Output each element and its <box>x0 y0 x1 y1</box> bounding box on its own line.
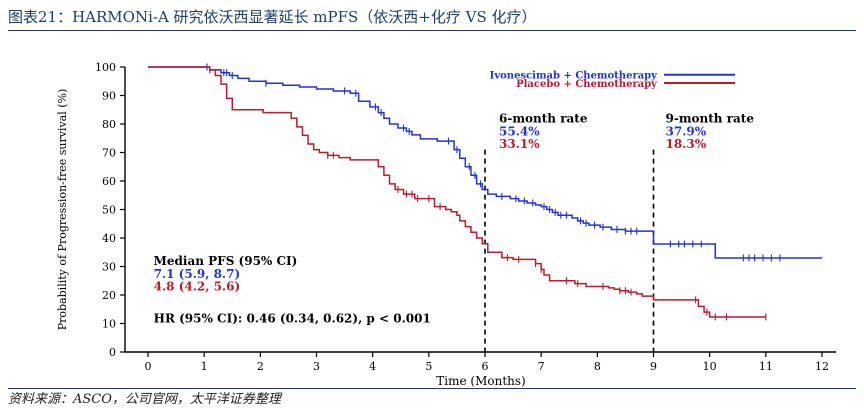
median-pfs-heading: Median PFS (95% CI) <box>154 254 298 268</box>
x-tick-label: 4 <box>369 360 376 373</box>
nine-month-heading: 9-month rate <box>666 112 755 126</box>
chart-caption-title: 图表21：HARMONi-A 研究依沃西显著延长 mPFS（依沃西+化疗 VS … <box>8 4 856 31</box>
x-tick-label: 7 <box>538 360 545 373</box>
y-tick-label: 30 <box>102 261 116 274</box>
source-note: 资料来源：ASCO，公司官网，太平洋证券整理 <box>8 388 856 413</box>
nine-month-placebo-rate: 18.3% <box>666 137 707 151</box>
six-month-heading: 6-month rate <box>499 112 588 126</box>
y-tick-label: 0 <box>109 346 116 359</box>
legend-label-ivo: Ivonescimab + Chemotherapy <box>490 71 659 82</box>
x-tick-label: 5 <box>425 360 432 373</box>
km-curve-ivo <box>148 66 822 259</box>
km-curve-placebo <box>148 66 766 318</box>
y-tick-label: 50 <box>102 204 116 217</box>
nine-month-ivo-rate: 37.9% <box>666 124 707 138</box>
y-tick-label: 40 <box>102 232 116 245</box>
x-tick-label: 11 <box>759 360 773 373</box>
x-tick-label: 6 <box>482 360 489 373</box>
x-tick-label: 1 <box>201 360 208 373</box>
legend-label-placebo: Placebo + Chemotherapy <box>516 79 658 90</box>
y-axis-label: Probability of Progression-free survival… <box>56 89 69 331</box>
y-tick-label: 70 <box>102 147 116 160</box>
hazard-ratio-text: HR (95% CI): 0.46 (0.34, 0.62), p < 0.00… <box>154 312 431 326</box>
x-tick-label: 12 <box>815 360 829 373</box>
km-chart-figure: 0 10 20 30 40 50 60 70 80 90 100 0 1 2 3 4 5 6 7 8 9 10 11 12 Ti… <box>0 32 864 388</box>
x-tick-label: 8 <box>594 360 601 373</box>
median-pfs-ivo: 7.1 (5.9, 8.7) <box>154 267 241 281</box>
six-month-ivo-rate: 55.4% <box>499 124 540 138</box>
y-tick-label: 60 <box>102 175 116 188</box>
y-tick-label: 90 <box>102 90 116 103</box>
y-tick-label: 100 <box>95 61 116 74</box>
x-tick-label: 9 <box>650 360 657 373</box>
x-axis-label: Time (Months) <box>436 374 525 388</box>
x-tick-label: 3 <box>313 360 320 373</box>
median-pfs-placebo: 4.8 (4.2, 5.6) <box>154 280 241 294</box>
x-tick-label: 10 <box>703 360 717 373</box>
x-tick-label: 0 <box>145 360 152 373</box>
six-month-placebo-rate: 33.1% <box>499 137 540 151</box>
x-tick-label: 2 <box>257 360 264 373</box>
y-tick-label: 80 <box>102 118 116 131</box>
chart-plot-area <box>148 63 822 321</box>
y-tick-label: 20 <box>102 289 116 302</box>
y-tick-label: 10 <box>102 318 116 331</box>
